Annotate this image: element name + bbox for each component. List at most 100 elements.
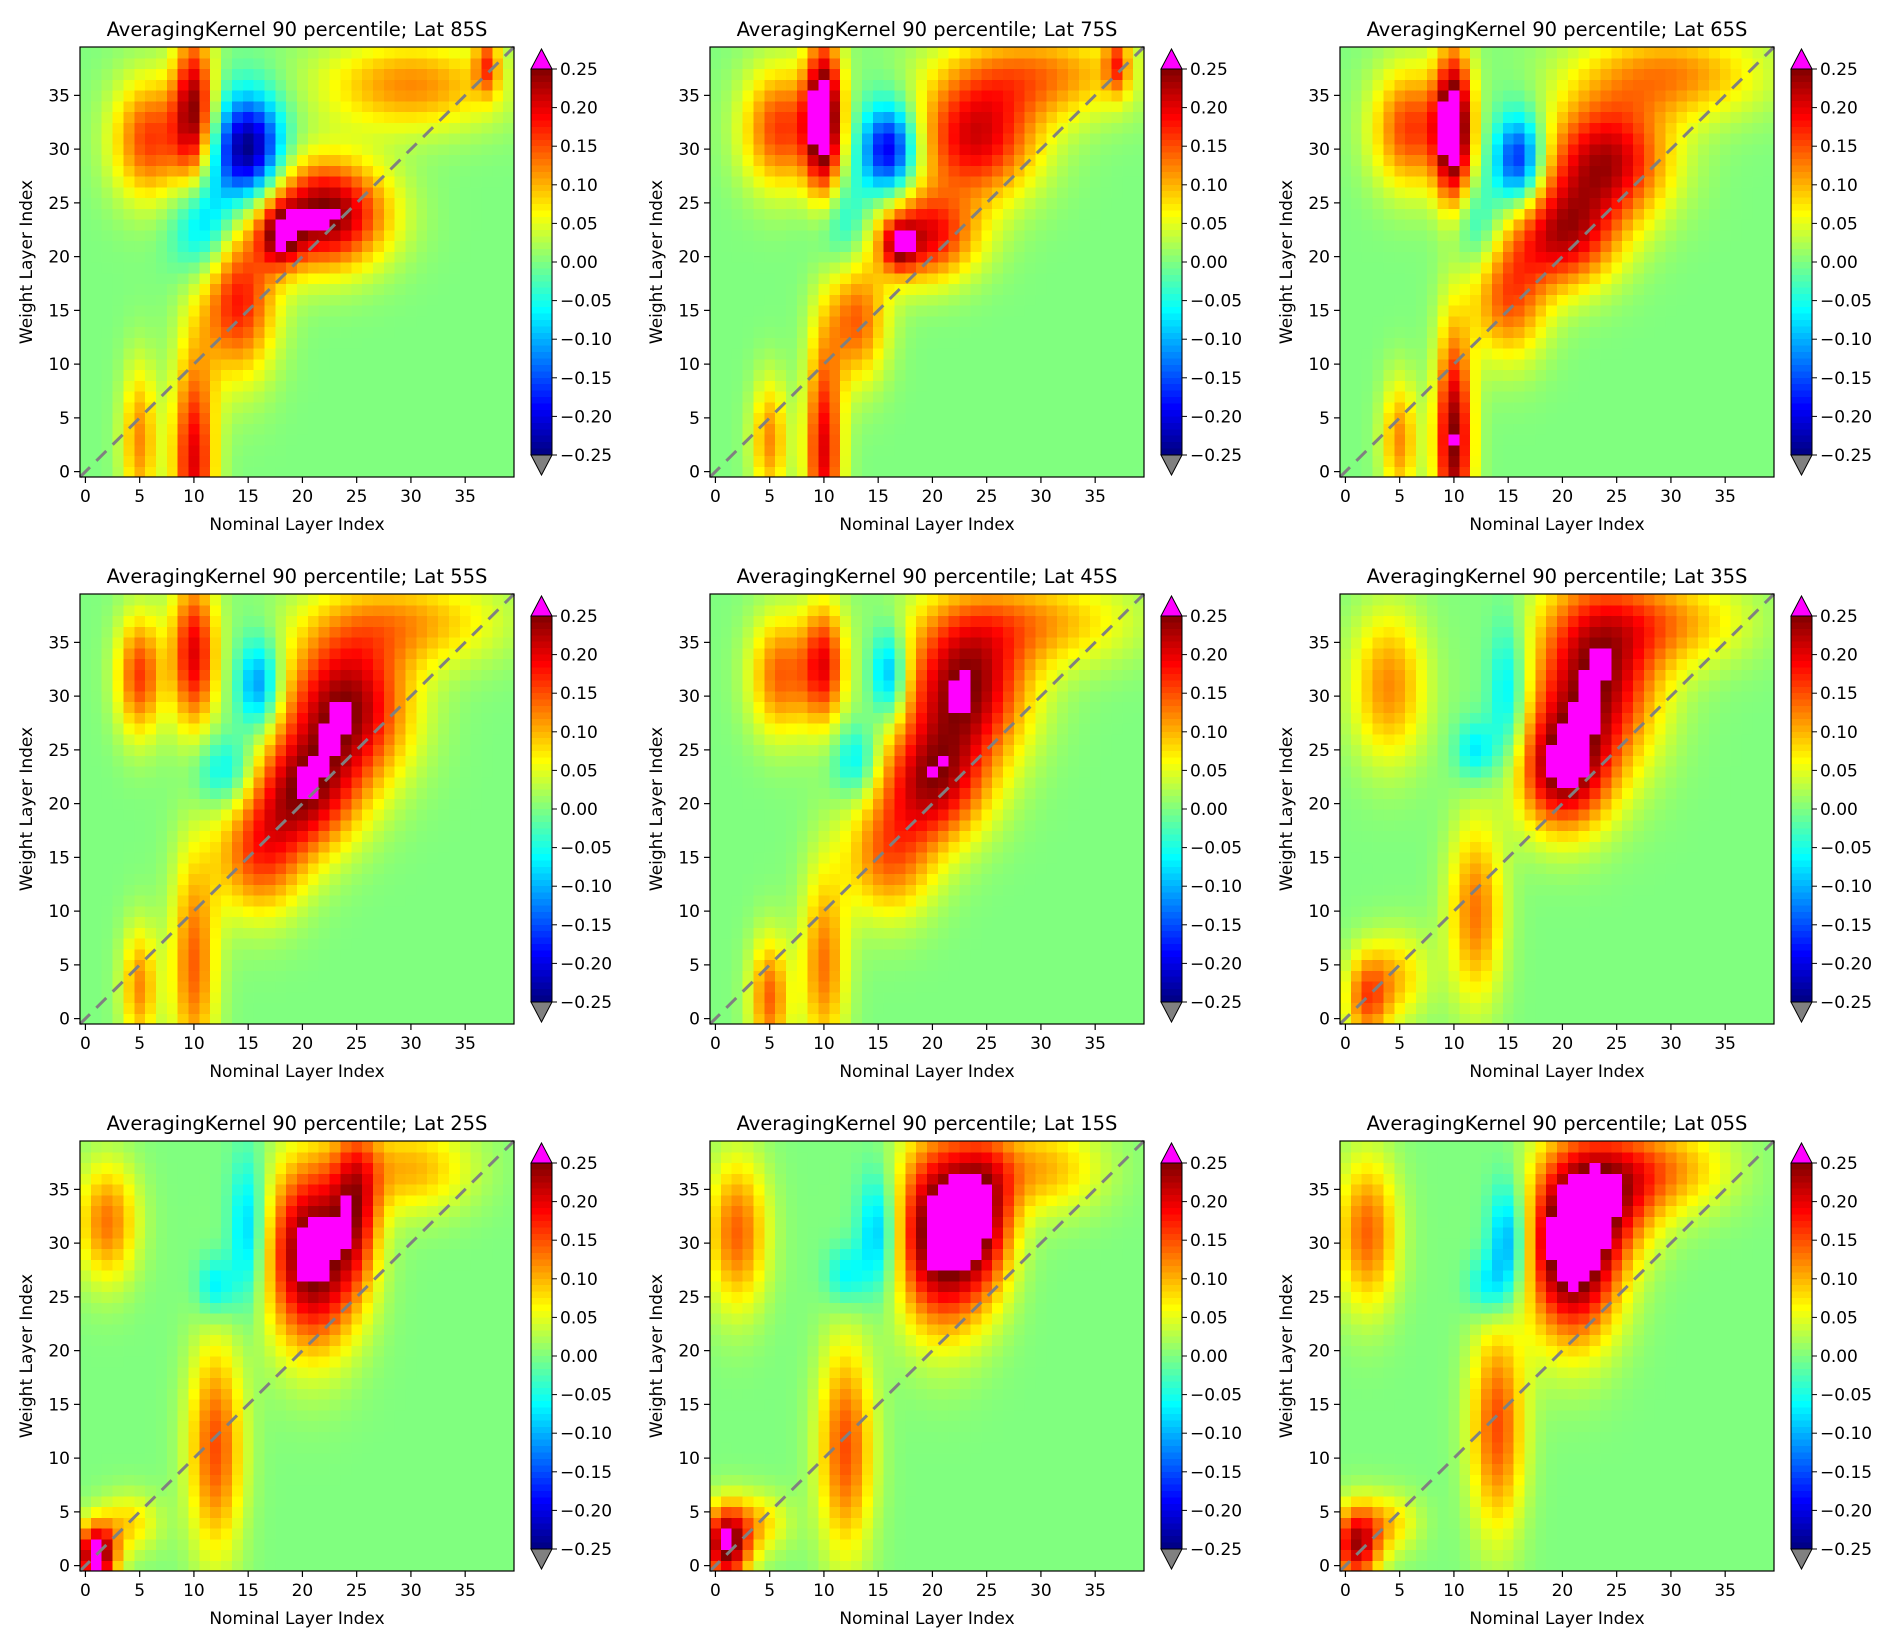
heatmap-cell (1719, 401, 1732, 414)
heatmap-cell (318, 315, 331, 328)
heatmap-cell (101, 326, 114, 338)
heatmap-cell (785, 466, 798, 478)
heatmap-cell (1437, 412, 1450, 424)
heatmap-cell (1676, 251, 1688, 263)
heatmap-cell (927, 466, 939, 478)
heatmap-cell (210, 133, 222, 145)
heatmap-cell (1035, 337, 1047, 349)
heatmap-cell (1415, 455, 1428, 467)
heatmap-cell (981, 240, 993, 252)
heatmap-cell (785, 100, 798, 113)
heatmap-cell (1676, 305, 1688, 317)
heatmap-cell (1763, 229, 1775, 242)
heatmap-cell (112, 57, 124, 70)
heatmap-cell (796, 186, 809, 199)
heatmap-cell (242, 369, 255, 381)
heatmap-cell (155, 208, 168, 220)
heatmap-cell (448, 154, 461, 166)
heatmap-cell (264, 251, 276, 263)
heatmap-cell (775, 240, 787, 252)
heatmap-cell (731, 251, 744, 263)
heatmap-cell (1513, 326, 1526, 338)
heatmap-cell (764, 401, 776, 414)
heatmap-cell (1111, 79, 1123, 91)
heatmap-cell (1589, 90, 1601, 102)
heatmap-cell (753, 219, 765, 231)
heatmap-cell (948, 229, 961, 242)
heatmap-cell (297, 434, 309, 446)
heatmap-cell (1535, 208, 1547, 220)
heatmap-cell (1024, 111, 1037, 123)
heatmap-cell (503, 186, 515, 199)
heatmap-cell (1470, 391, 1482, 403)
heatmap-cell (470, 444, 483, 457)
heatmap-cell (1459, 326, 1471, 338)
colorbar: 0.250.200.150.100.050.00−0.05−0.10−0.15−… (1160, 47, 1242, 477)
heatmap-cell (905, 133, 917, 145)
heatmap-cell (1394, 68, 1406, 80)
heatmap-cell (1100, 47, 1113, 59)
heatmap-cell (1057, 90, 1069, 102)
heatmap-cell (448, 79, 461, 91)
heatmap-cell (1426, 176, 1439, 188)
heatmap-cell (1676, 348, 1688, 360)
heatmap-cell (101, 143, 114, 156)
heatmap-cell (470, 412, 483, 424)
heatmap-cell (405, 466, 417, 478)
heatmap-cell (720, 272, 733, 285)
heatmap-cell (242, 401, 255, 414)
colorbar-segment (1161, 358, 1182, 366)
heatmap-cell (372, 143, 385, 156)
heatmap-cell (1089, 444, 1102, 457)
heatmap-cell (101, 251, 114, 263)
heatmap-cell (242, 186, 255, 199)
heatmap-cell (372, 197, 385, 209)
heatmap-cell (1611, 326, 1623, 338)
heatmap-cell (731, 326, 744, 338)
heatmap-cell (1665, 434, 1677, 446)
heatmap-cell (286, 444, 298, 457)
heatmap-cell (959, 262, 971, 274)
heatmap-cell (362, 68, 374, 80)
heatmap-cell (448, 380, 461, 392)
heatmap-cell (1513, 90, 1526, 102)
heatmap-cell (394, 315, 407, 328)
heatmap-cell (1111, 444, 1123, 457)
heatmap-cell (796, 412, 809, 424)
heatmap-cell (742, 272, 754, 285)
x-axis-label: Nominal Layer Index (209, 515, 384, 535)
heatmap-cell (785, 412, 798, 424)
heatmap-cell (1730, 423, 1743, 435)
heatmap-cell (134, 197, 146, 209)
heatmap-cell (1340, 369, 1352, 381)
heatmap-cell (796, 272, 809, 285)
colorbar-segment (1161, 255, 1182, 263)
heatmap-cell (253, 100, 266, 113)
heatmap-cell (90, 348, 103, 360)
heatmap-cell (1437, 68, 1450, 80)
heatmap-cell (318, 186, 331, 199)
heatmap-cell (329, 444, 341, 457)
heatmap-cell (318, 262, 331, 274)
heatmap-cell (210, 358, 222, 371)
heatmap-cell (807, 380, 820, 392)
heatmap-cell (231, 229, 244, 242)
heatmap-cell (1481, 143, 1493, 156)
heatmap-cell (861, 133, 874, 145)
heatmap-cell (438, 380, 450, 392)
heatmap-cell (318, 143, 331, 156)
heatmap-cell (188, 154, 200, 166)
heatmap-cell (851, 251, 863, 263)
heatmap-cell (297, 380, 309, 392)
heatmap-cell (818, 315, 830, 328)
heatmap-panel: 0 5 10 15 20 25 30 3505101520253035AveragingKer… (1277, 18, 1872, 535)
heatmap-cell (807, 434, 820, 446)
heatmap-cell (1481, 165, 1493, 177)
heatmap-cell (1394, 219, 1406, 231)
heatmap-cell (242, 197, 255, 209)
heatmap-cell (1676, 208, 1688, 220)
heatmap-cell (405, 122, 417, 134)
heatmap-cell (1133, 380, 1145, 392)
heatmap-cell (1415, 219, 1428, 231)
heatmap-cell (405, 326, 417, 338)
